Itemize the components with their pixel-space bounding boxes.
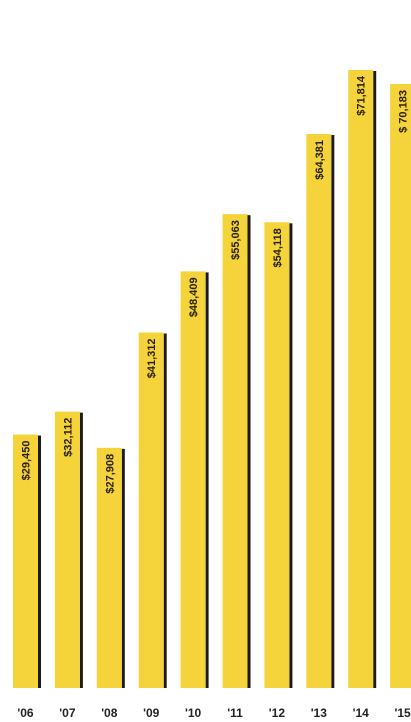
bar-08: $27,908 (96, 447, 125, 688)
x-tick-label: '11 (227, 706, 243, 720)
bar-07: $32,112 (54, 411, 83, 688)
bar-14: $71,814 (348, 70, 377, 688)
bar-value-label: $41,312 (146, 338, 158, 378)
bar-shadow (121, 448, 125, 688)
bar-09: $41,312 (138, 332, 167, 688)
bar-15: $ 70,183 (390, 84, 411, 689)
x-tick-label: '07 (59, 706, 76, 720)
bar-value-label: $32,112 (62, 418, 74, 457)
bar-value-label: $54,118 (272, 228, 284, 267)
bar-rect (348, 70, 374, 688)
bar-rect (96, 447, 122, 688)
x-tick-label: '09 (143, 706, 160, 720)
bar-13: $64,381 (306, 133, 335, 689)
x-tick-label: '12 (269, 706, 286, 720)
x-tick-label: '06 (17, 706, 34, 720)
bar-value-label: $29,450 (21, 441, 33, 481)
bars-group: $29,450 $32,112 $27,908 $41,312 $48,409 $55,0… (13, 70, 411, 689)
bar-shadow (247, 215, 251, 689)
x-tick-label: '13 (311, 706, 328, 720)
bar-value-label: $64,381 (314, 140, 326, 180)
bar-shadow (79, 412, 83, 688)
bar-value-label: $27,908 (104, 454, 116, 494)
bar-rect (390, 84, 411, 689)
bar-rect (54, 411, 80, 688)
x-tick-label: '08 (101, 706, 118, 720)
bar-rect (138, 332, 164, 688)
x-tick-label: '14 (353, 706, 370, 720)
x-tick-label: '10 (185, 706, 202, 720)
bar-value-label: $71,814 (356, 75, 368, 116)
bar-shadow (205, 272, 209, 688)
bar-rect (264, 222, 290, 689)
bar-rect (306, 133, 332, 689)
bar-10: $48,409 (180, 271, 209, 688)
bar-shadow (289, 223, 293, 689)
bar-rect (13, 434, 38, 688)
bar-rect (180, 271, 206, 688)
bar-shadow (331, 134, 335, 689)
bar-value-label: $55,063 (230, 220, 242, 260)
bar-value-label: $ 70,183 (398, 90, 410, 133)
bar-value-label: $48,409 (188, 277, 200, 317)
bar-11: $55,063 (222, 214, 251, 689)
x-axis-ticks: '06 '07 '08 '09 '10 '11 '12 '13 '14 '15 (17, 706, 411, 720)
bar-shadow (38, 435, 41, 688)
bar-shadow (373, 71, 377, 688)
bar-shadow (163, 333, 167, 688)
bar-12: $54,118 (264, 222, 293, 689)
bar-rect (222, 214, 248, 689)
x-tick-label: '15 (394, 706, 411, 720)
bar-06: $29,450 (13, 434, 41, 688)
